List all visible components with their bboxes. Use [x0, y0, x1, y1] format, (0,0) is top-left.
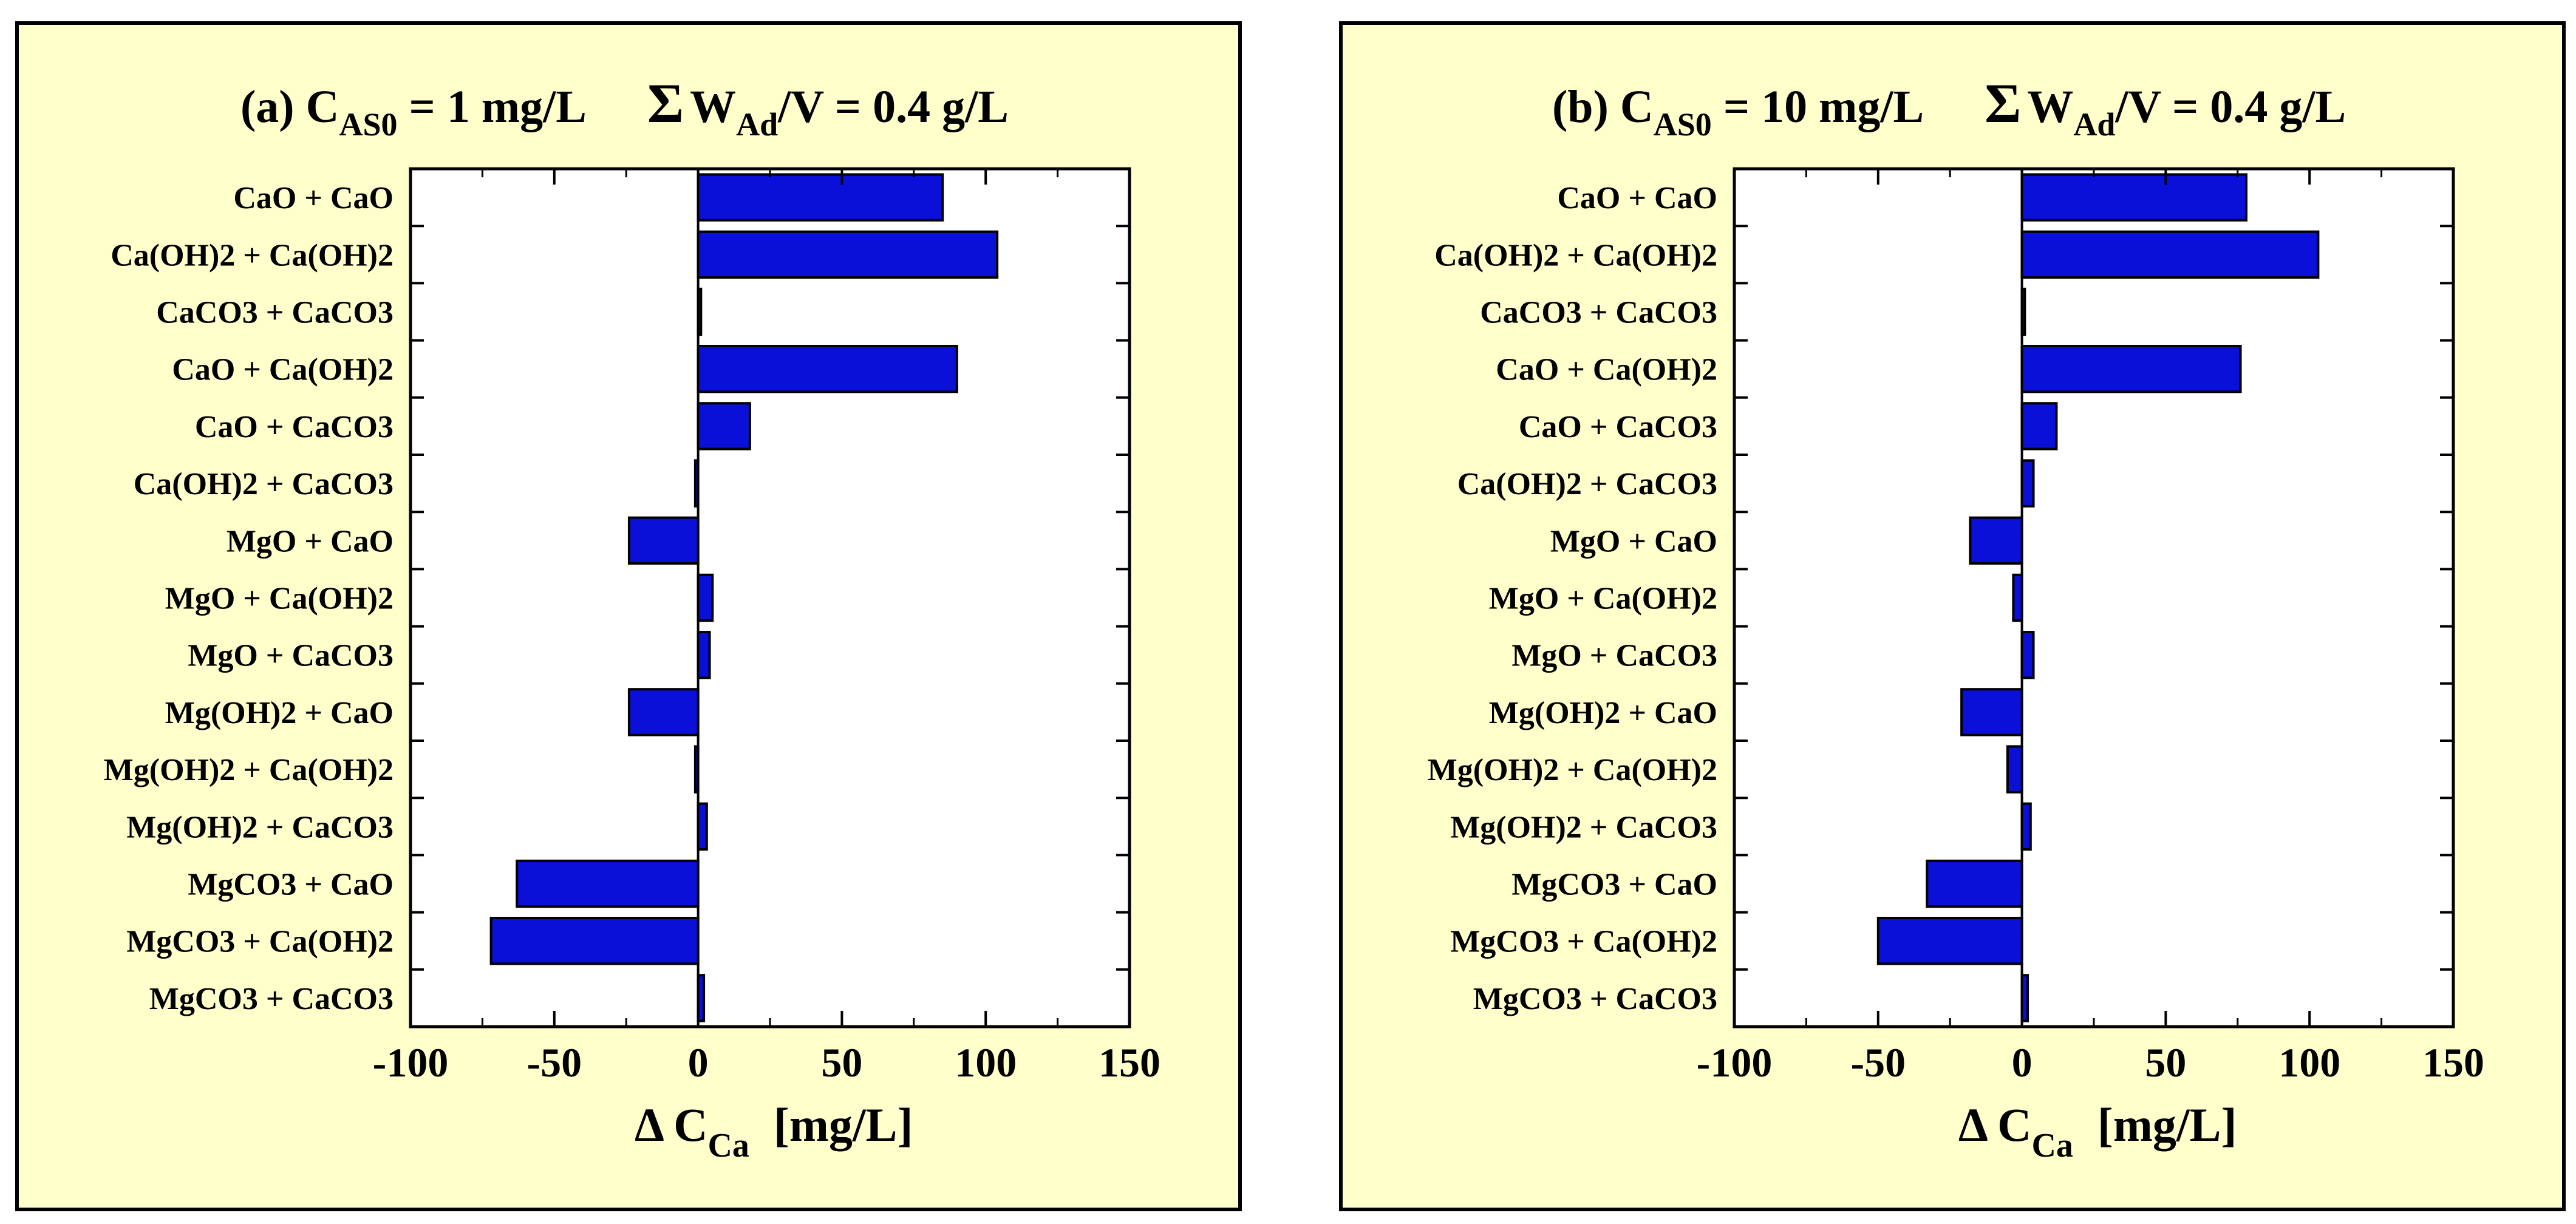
category-label: MgO + CaO [227, 524, 394, 559]
chart-b-plot-area [1733, 167, 2455, 1028]
bar [2020, 173, 2248, 222]
bar [2020, 345, 2242, 393]
chart-b-title: (b) CAS0 = 10 mg/L Σ WAd/V = 0.4 g/L [1552, 72, 2346, 143]
x-tick-label: -100 [373, 1039, 449, 1086]
bar [489, 917, 700, 965]
category-label: MgCO3 + Ca(OH)2 [126, 925, 394, 959]
category-label: MgO + Ca(OH)2 [165, 582, 394, 616]
bar [2020, 402, 2058, 450]
category-label: MgO + CaO [1550, 524, 1717, 559]
bar [697, 974, 706, 1022]
chart-a-x-ticks: -100 -50 0 50 100 150 [373, 169, 1160, 1086]
bar [1969, 516, 2023, 565]
bar [627, 516, 700, 565]
chart-a-svg: (a) CAS0 = 1 mg/L Σ WAd/V = 0.4 g/L CaO + … [104, 72, 1160, 1164]
chart-b-svg: (b) CAS0 = 10 mg/L Σ WAd/V = 0.4 g/L CaO +… [1428, 72, 2484, 1164]
bar [2020, 631, 2035, 679]
x-tick-label: 50 [821, 1039, 862, 1086]
x-tick-label: -50 [1850, 1039, 1906, 1086]
chart-b-x-ticks: -100 -50 0 50 100 150 [1697, 169, 2484, 1086]
category-label: CaCO3 + CaCO3 [156, 296, 394, 330]
x-tick-label: 100 [2278, 1039, 2340, 1086]
bar [2020, 459, 2035, 508]
bar [693, 459, 700, 508]
chart-b-category-labels: CaO + CaO Ca(OH)2 + Ca(OH)2 CaCO3 + CaCO3 C… [1428, 181, 1717, 1016]
x-tick-label: 150 [2422, 1039, 2484, 1086]
bar [2020, 802, 2032, 851]
category-label: CaO + CaCO3 [1519, 410, 1717, 444]
x-tick-label: 50 [2145, 1039, 2186, 1086]
x-tick-label: -100 [1697, 1039, 1773, 1086]
bar [693, 745, 700, 794]
bar [697, 573, 714, 622]
category-label: CaO + Ca(OH)2 [172, 353, 394, 387]
category-label: MgCO3 + CaO [188, 868, 394, 902]
chart-a-bars [489, 169, 999, 1027]
chart-b-bars [1876, 169, 2320, 1027]
category-label: Mg(OH)2 + CaO [1489, 696, 1717, 730]
category-label: Mg(OH)2 + CaCO3 [1450, 810, 1717, 845]
x-tick-label: 0 [688, 1039, 709, 1086]
category-label: MgCO3 + Ca(OH)2 [1450, 925, 1717, 959]
chart-a-category-labels: CaO + CaO Ca(OH)2 + Ca(OH)2 CaCO3 + CaCO3 C… [104, 181, 394, 1016]
chart-a-xlabel: Δ CCa [mg/L] [635, 1098, 913, 1164]
category-label: Ca(OH)2 + Ca(OH)2 [111, 238, 394, 273]
category-label: CaO + Ca(OH)2 [1496, 353, 1717, 387]
bar [697, 173, 944, 222]
bar [697, 802, 708, 851]
category-label: Ca(OH)2 + Ca(OH)2 [1434, 238, 1717, 273]
chart-panel-b: (b) CAS0 = 10 mg/L Σ WAd/V = 0.4 g/L CaO +… [1339, 21, 2566, 1211]
x-tick-label: 150 [1099, 1039, 1160, 1086]
category-label: MgO + Ca(OH)2 [1489, 582, 1717, 616]
category-label: CaO + CaCO3 [195, 410, 394, 444]
category-label: Mg(OH)2 + CaO [165, 696, 394, 730]
bar [1876, 917, 2023, 965]
category-label: Ca(OH)2 + CaCO3 [1457, 467, 1717, 501]
category-label: Mg(OH)2 + Ca(OH)2 [104, 753, 394, 787]
category-label: Ca(OH)2 + CaCO3 [134, 467, 394, 501]
category-label: CaCO3 + CaCO3 [1480, 296, 1717, 330]
category-label: MgCO3 + CaO [1511, 868, 1717, 902]
bar [2006, 745, 2023, 794]
chart-panel-a: (a) CAS0 = 1 mg/L Σ WAd/V = 0.4 g/L CaO + … [15, 21, 1242, 1211]
bar [2012, 573, 2023, 622]
bar [2020, 230, 2320, 279]
category-label: MgO + CaCO3 [1511, 639, 1717, 673]
category-label: MgCO3 + CaCO3 [149, 982, 394, 1016]
chart-b-xlabel: Δ CCa [mg/L] [1958, 1098, 2237, 1164]
bar [627, 688, 700, 736]
bar [697, 230, 999, 279]
chart-a-title: (a) CAS0 = 1 mg/L Σ WAd/V = 0.4 g/L [240, 72, 1009, 143]
category-label: CaO + CaO [233, 181, 394, 216]
bar [697, 631, 711, 679]
category-label: Mg(OH)2 + Ca(OH)2 [1428, 753, 1717, 787]
bar [2020, 974, 2029, 1022]
bar [697, 287, 703, 336]
bar [697, 402, 751, 450]
bar [2020, 287, 2026, 336]
x-tick-label: -50 [526, 1039, 582, 1086]
bar [1926, 859, 2023, 908]
category-label: MgO + CaCO3 [188, 639, 394, 673]
category-label: Mg(OH)2 + CaCO3 [126, 810, 394, 845]
category-label: MgCO3 + CaCO3 [1473, 982, 1717, 1016]
bar [1960, 688, 2023, 736]
x-tick-label: 0 [2012, 1039, 2033, 1086]
bar [516, 859, 700, 908]
x-tick-label: 100 [955, 1039, 1017, 1086]
category-label: CaO + CaO [1557, 181, 1717, 216]
bar [697, 345, 958, 393]
